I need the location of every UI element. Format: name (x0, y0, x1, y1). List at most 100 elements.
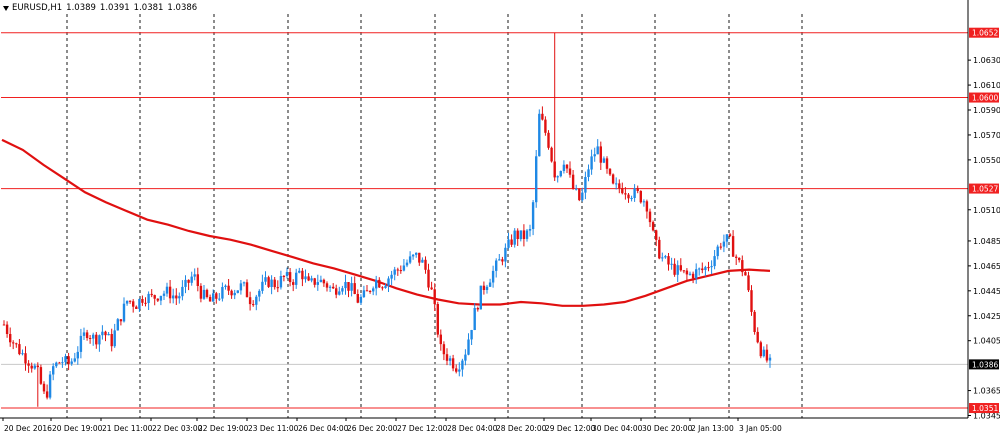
candle-body (282, 276, 286, 277)
candle-body (381, 287, 384, 289)
candle-body (335, 288, 338, 295)
current-price-label: 1.0386 (972, 360, 998, 369)
y-tick-label: 1.0365 (973, 387, 1000, 396)
candle-body (338, 291, 341, 295)
candle-body (384, 285, 387, 288)
candle-body (248, 297, 252, 305)
x-tick-label: 2 Jan 13:00 (691, 424, 734, 433)
candle-body (150, 293, 153, 296)
candle-body (464, 354, 467, 361)
candle-body (205, 289, 209, 297)
candle-body (172, 295, 175, 299)
candle-body (135, 306, 138, 309)
candle-body (418, 252, 421, 263)
candle-body (304, 276, 307, 280)
candle-body (2, 324, 6, 326)
candle-body (411, 254, 415, 257)
candle-body (396, 269, 399, 271)
candle-body (550, 147, 553, 162)
candle-body (113, 330, 116, 347)
candle-body (608, 168, 612, 175)
horizontal-levels (1, 32, 968, 409)
x-tick-label: 22 Dec 03:00 (152, 424, 203, 433)
candle-body (695, 269, 698, 279)
candle-body (664, 256, 667, 258)
candle-body (264, 277, 267, 282)
candle-body (301, 270, 304, 280)
candle-body (233, 292, 236, 296)
x-tick-label: 28 Dec 04:00 (447, 424, 498, 433)
candle-body (590, 156, 593, 170)
candle-body (30, 365, 33, 369)
candle-body (722, 241, 726, 247)
candle-body (387, 278, 390, 286)
y-tick-label: 1.0610 (973, 81, 1000, 90)
candle-body (36, 365, 39, 368)
candle-body (64, 356, 67, 363)
candle-body (728, 234, 732, 236)
candle-body (138, 299, 141, 309)
y-tick-label: 1.0550 (973, 156, 1000, 165)
candle-body (310, 278, 313, 281)
y-tick-label: 1.0425 (973, 312, 1000, 321)
candle-body (88, 338, 92, 339)
candle-body (125, 300, 129, 304)
candle-body (178, 296, 181, 299)
candle-body (215, 293, 218, 299)
candle-body (230, 290, 233, 296)
y-tick-label: 1.0570 (973, 131, 1000, 140)
candle-body (98, 335, 101, 345)
candle-body (439, 334, 442, 345)
ohlc-low: 1.0381 (133, 3, 164, 13)
candle-body (181, 286, 184, 297)
candle-body (599, 146, 602, 163)
y-tick-label: 1.0445 (973, 287, 1000, 296)
candle-body (436, 304, 439, 335)
candle-body (621, 188, 624, 194)
candle-body (676, 265, 679, 275)
dropdown-triangle-icon[interactable] (3, 5, 9, 11)
candle-body (682, 270, 686, 272)
candle-body (258, 290, 261, 297)
candle-body (285, 272, 289, 276)
candle-body (538, 113, 541, 157)
candle-body (190, 276, 193, 283)
candle-body (270, 279, 273, 287)
candle-body (498, 259, 501, 261)
candle-body (350, 283, 353, 291)
candle-body (328, 286, 332, 288)
candle-body (27, 363, 30, 366)
candle-body (513, 230, 516, 245)
candle-body (82, 332, 86, 336)
candle-body (153, 295, 156, 299)
candle-body (645, 201, 649, 212)
candle-body (593, 154, 596, 157)
level-label: 1.0652 (972, 29, 998, 38)
candle-body (393, 269, 396, 275)
candle-body (107, 334, 110, 336)
level-label: 1.0527 (972, 185, 998, 194)
candle-body (332, 286, 335, 289)
candle-body (522, 230, 526, 239)
candle-body (18, 344, 21, 355)
candle-body (33, 365, 36, 369)
candle-body (756, 331, 759, 343)
candle-body (642, 201, 646, 203)
candle-body (252, 304, 255, 306)
level-label-box (969, 27, 999, 38)
candle-body (602, 158, 606, 163)
symbol-label: EURUSD,H1 (12, 3, 63, 13)
candle-body (76, 351, 79, 359)
candle-body (58, 362, 61, 364)
candle-body (673, 263, 676, 275)
candle-body (279, 276, 283, 288)
level-label: 1.0600 (972, 94, 998, 103)
candle-body (221, 287, 224, 299)
candle-body (307, 276, 310, 281)
candle-body (122, 303, 126, 322)
candle-body (510, 239, 513, 245)
candle-body (491, 270, 495, 283)
candle-body (636, 188, 639, 191)
